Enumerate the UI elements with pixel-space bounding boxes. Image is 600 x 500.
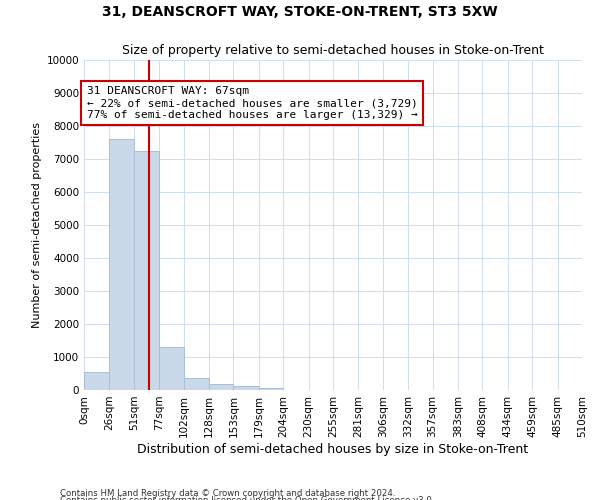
Text: 31 DEANSCROFT WAY: 67sqm
← 22% of semi-detached houses are smaller (3,729)
77% o: 31 DEANSCROFT WAY: 67sqm ← 22% of semi-d… xyxy=(87,86,418,120)
Bar xyxy=(159,347,184,390)
Y-axis label: Number of semi-detached properties: Number of semi-detached properties xyxy=(32,122,43,328)
Bar xyxy=(109,139,134,390)
Text: 31, DEANSCROFT WAY, STOKE-ON-TRENT, ST3 5XW: 31, DEANSCROFT WAY, STOKE-ON-TRENT, ST3 … xyxy=(102,5,498,19)
Bar xyxy=(233,386,259,390)
Title: Size of property relative to semi-detached houses in Stoke-on-Trent: Size of property relative to semi-detach… xyxy=(122,44,544,58)
Text: Contains public sector information licensed under the Open Government Licence v3: Contains public sector information licen… xyxy=(60,496,434,500)
Bar xyxy=(259,388,283,390)
Bar xyxy=(209,384,233,390)
Bar xyxy=(184,378,209,390)
Bar xyxy=(84,372,109,390)
Text: Contains HM Land Registry data © Crown copyright and database right 2024.: Contains HM Land Registry data © Crown c… xyxy=(60,488,395,498)
Bar xyxy=(134,151,159,390)
X-axis label: Distribution of semi-detached houses by size in Stoke-on-Trent: Distribution of semi-detached houses by … xyxy=(137,442,529,456)
